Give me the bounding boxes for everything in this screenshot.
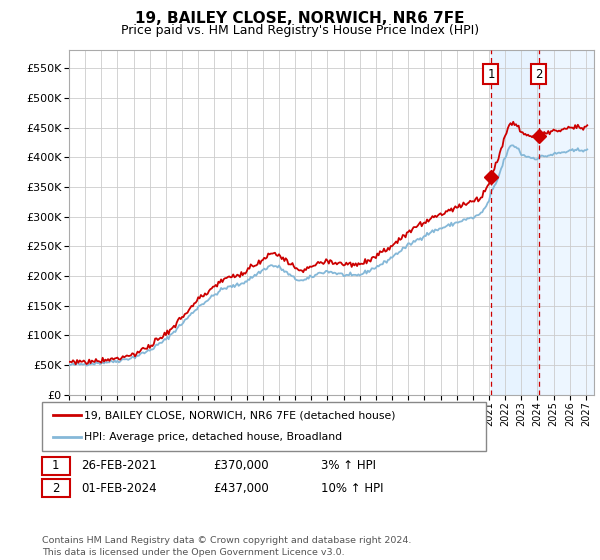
Text: 01-FEB-2024: 01-FEB-2024 (81, 482, 157, 495)
Text: 3% ↑ HPI: 3% ↑ HPI (321, 459, 376, 473)
Text: 2: 2 (535, 68, 542, 81)
Text: 19, BAILEY CLOSE, NORWICH, NR6 7FE: 19, BAILEY CLOSE, NORWICH, NR6 7FE (135, 11, 465, 26)
Text: 26-FEB-2021: 26-FEB-2021 (81, 459, 157, 473)
Text: £370,000: £370,000 (213, 459, 269, 473)
Text: 19, BAILEY CLOSE, NORWICH, NR6 7FE (detached house): 19, BAILEY CLOSE, NORWICH, NR6 7FE (deta… (84, 410, 395, 421)
Text: Price paid vs. HM Land Registry's House Price Index (HPI): Price paid vs. HM Land Registry's House … (121, 24, 479, 37)
Text: £437,000: £437,000 (213, 482, 269, 495)
Text: 1: 1 (487, 68, 494, 81)
Text: Contains HM Land Registry data © Crown copyright and database right 2024.
This d: Contains HM Land Registry data © Crown c… (42, 536, 412, 557)
Bar (491, 50, 539, 395)
Text: HPI: Average price, detached house, Broadland: HPI: Average price, detached house, Broa… (84, 432, 342, 442)
Text: 2: 2 (52, 482, 59, 495)
Text: 10% ↑ HPI: 10% ↑ HPI (321, 482, 383, 495)
Text: 1: 1 (52, 459, 59, 473)
Bar (539, 50, 594, 395)
Bar (539, 50, 594, 395)
